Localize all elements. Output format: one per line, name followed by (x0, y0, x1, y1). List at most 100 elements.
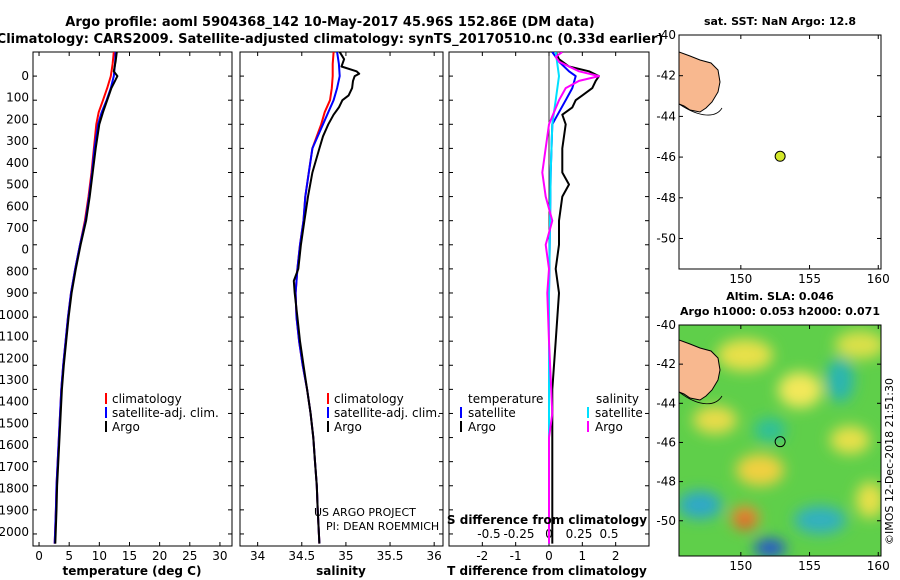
legend-label: satellite (468, 406, 516, 420)
x-tick-label: 36 (427, 549, 442, 563)
legend-label: climatology (112, 392, 182, 406)
depth-tick-label: 300 (6, 134, 29, 148)
profile-argo (292, 52, 361, 544)
salinity-x-ticks: 34 34.5 35 35.5 36 (250, 52, 442, 563)
tasmania-land (679, 51, 721, 113)
salinity-depth-ticks (240, 51, 443, 535)
temperature-depth-ticks: 0 100 200 300 400 500 600 700 0 800 900 1000 1100 120… (0, 51, 232, 539)
map-x-tick-label: 160 (867, 272, 890, 286)
x-tick-label: 34.5 (288, 549, 315, 563)
map-x-tick-label: 150 (729, 559, 752, 573)
depth-tick-label: 600 (6, 199, 29, 213)
depth-tick-label: 1000 (0, 308, 29, 322)
salinity-panel: 34 34.5 35 35.5 36 climatologysatellite-adj.… (239, 51, 444, 578)
depth-tick-label: 1900 (0, 503, 29, 517)
x-tick-label: 5 (65, 549, 73, 563)
sla-map-frame (678, 324, 882, 557)
sla-map-title: Altim. SLA: 0.046 (726, 290, 834, 303)
map-x-tick-label: 150 (729, 272, 752, 286)
legend-label: Argo (112, 420, 140, 434)
sla-map-ticks: 150 155 160 -40 -42 -44 -46 -48 -50 (656, 318, 889, 573)
salinity-plot-frame (239, 51, 444, 547)
legend-label: Argo (468, 420, 496, 434)
sst-coast-contour (679, 103, 723, 116)
sst-map-title: sat. SST: NaN Argo: 12.8 (704, 15, 856, 28)
profile-s-satellite (548, 52, 560, 544)
temperature-profiles (53, 52, 119, 544)
sla-coast-contour (679, 391, 723, 405)
legend-label: satellite (595, 406, 643, 420)
x-tick-label: 1 (579, 549, 587, 563)
map-y-tick-label: -46 (656, 435, 676, 449)
map-y-tick-label: -42 (656, 69, 676, 83)
legend-label: Argo (595, 420, 623, 434)
map-y-tick-label: -42 (656, 357, 676, 371)
map-y-tick-label: -44 (656, 109, 676, 123)
t-difference-label: T difference from climatology (447, 564, 647, 578)
s-difference-tick-label: 0.25 (566, 527, 593, 541)
map-y-tick-label: -50 (656, 231, 676, 245)
map-x-tick-label: 155 (798, 272, 821, 286)
difference-profiles (541, 52, 600, 546)
sla-float-position (774, 436, 786, 448)
depth-tick-label: 0 (21, 69, 29, 83)
legend-temperature-title: temperature (468, 392, 543, 406)
title-line-2: Climatology: CARS2009. Satellite-adjuste… (0, 32, 663, 47)
map-y-tick-label: -40 (656, 318, 676, 332)
project-credit: US ARGO PROJECT (314, 506, 416, 519)
map-y-tick-label: -48 (656, 475, 676, 489)
difference-legend: temperature salinitysatelliteArgosatellit… (460, 392, 643, 434)
depth-tick-label: 1600 (0, 438, 29, 452)
x-tick-label: 0 (35, 549, 43, 563)
s-difference-tick-label: 0.5 (599, 527, 618, 541)
map-y-tick-label: -48 (656, 191, 676, 205)
s-difference-tick-label: -0.5 (477, 527, 500, 541)
sla-map-subtitle: Argo h1000: 0.053 h2000: 0.071 (680, 305, 880, 318)
legend-label: satellite-adj. clim. (112, 406, 219, 420)
legend-salinity-title: salinity (596, 392, 639, 406)
map-y-tick-label: -40 (656, 28, 676, 42)
temperature-plot-frame (32, 51, 233, 547)
depth-tick-label: 1100 (0, 330, 29, 344)
x-tick-label: 34 (250, 549, 265, 563)
x-tick-label: -1 (510, 549, 522, 563)
depth-tick-label: 800 (6, 264, 29, 278)
depth-tick-label: 2000 (0, 525, 29, 539)
x-tick-label: 25 (182, 549, 197, 563)
title-line-1: Argo profile: aoml 5904368_142 10-May-20… (65, 15, 594, 30)
x-tick-label: 35 (338, 549, 353, 563)
x-tick-label: 20 (152, 549, 167, 563)
depth-tick-label: 1500 (0, 416, 29, 430)
map-x-tick-label: 155 (798, 559, 821, 573)
salinity-profiles (292, 52, 361, 544)
s-difference-tick-label: -0.25 (503, 527, 534, 541)
depth-tick-label: 500 (6, 178, 29, 192)
map-y-tick-label: -50 (656, 514, 676, 528)
temperature-x-label: temperature (deg C) (63, 564, 202, 578)
profile-s-argo (541, 52, 600, 544)
pi-credit: PI: DEAN ROEMMICH (326, 520, 439, 533)
imos-credit: ©IMOS 12-Dec-2018 21:51:30 (883, 378, 896, 545)
legend-label: satellite-adj. clim. (334, 406, 441, 420)
x-tick-label: 2 (612, 549, 620, 563)
sla-heatmap (679, 325, 881, 556)
depth-tick-label: 100 (6, 91, 29, 105)
depth-tick-label: 200 (6, 112, 29, 126)
s-difference-label: S difference from climatology (447, 513, 647, 527)
sla-map-panel: Altim. SLA: 0.046 Argo h1000: 0.053 h200… (656, 290, 889, 573)
sla-tasmania-land (679, 339, 721, 401)
depth-tick-label: 1800 (0, 482, 29, 496)
salinity-x-label: salinity (316, 564, 366, 578)
sst-map-panel: sat. SST: NaN Argo: 12.8 150 155 160 -40 -42… (656, 15, 889, 286)
x-tick-label: -2 (476, 549, 488, 563)
sst-float-position (774, 150, 786, 162)
depth-tick-label: 400 (6, 156, 29, 170)
depth-tick-label: 0 (21, 243, 29, 257)
x-tick-label: 30 (212, 549, 227, 563)
sst-map-ticks: 150 155 160 -40 -42 -44 -46 -48 -50 (656, 28, 889, 286)
depth-tick-label: 1300 (0, 373, 29, 387)
map-y-tick-label: -44 (656, 396, 676, 410)
x-tick-label: 15 (122, 549, 137, 563)
